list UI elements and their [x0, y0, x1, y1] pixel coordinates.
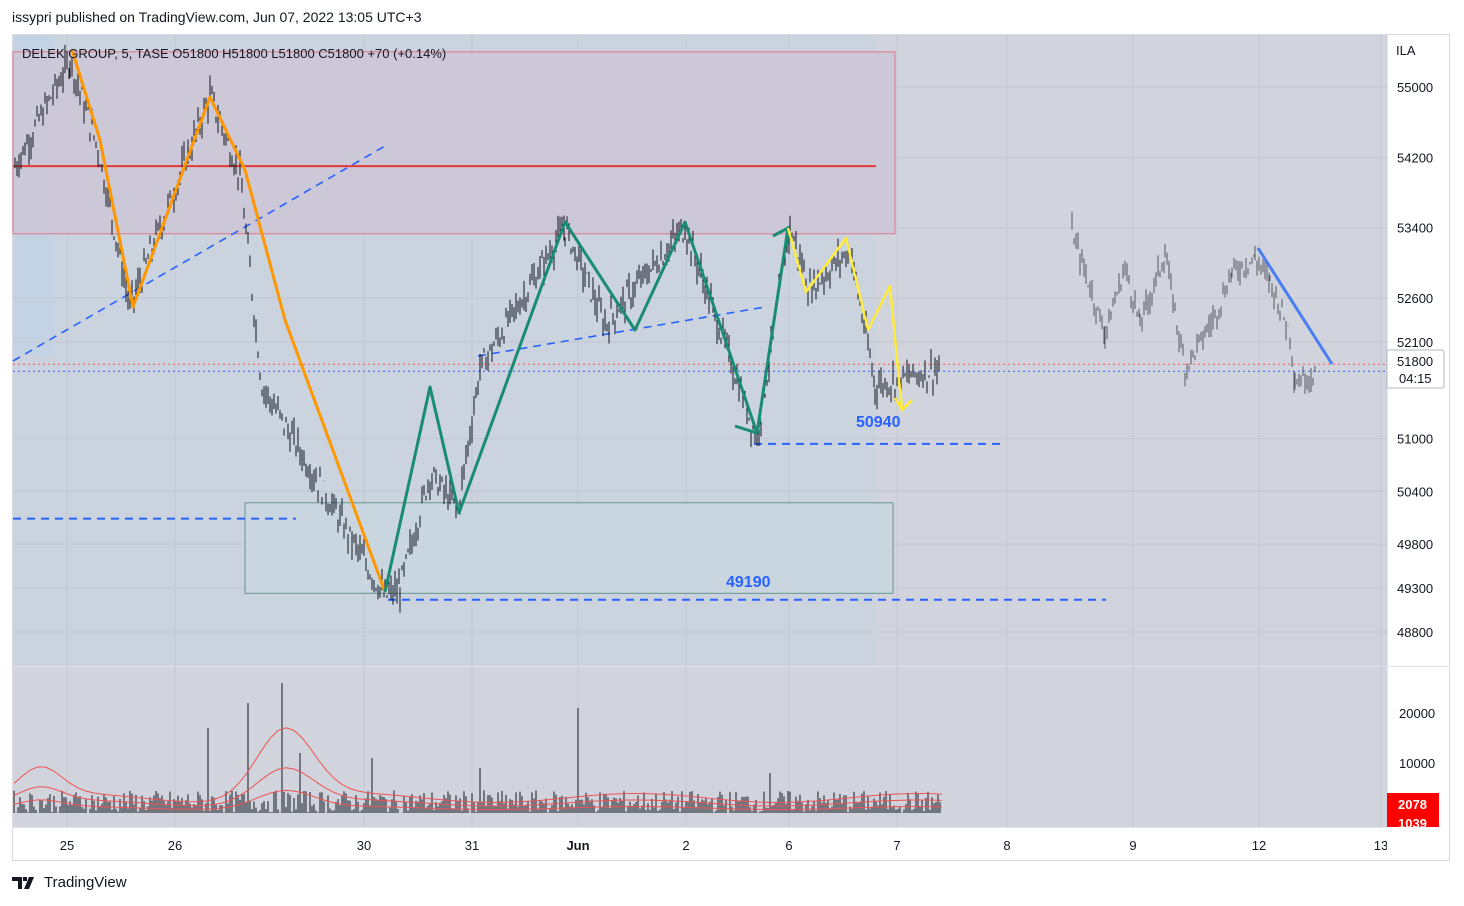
legend-symbol: DELEK GROUP, 5, TASE O51800 H51800 L5180…: [22, 46, 446, 61]
demand-zone: [244, 502, 894, 594]
price-axis-bg: [1387, 35, 1449, 827]
time-axis: 25 26 30 31 Jun 2 6 7 8 9 12 13: [60, 838, 1388, 853]
price-axis: 55000 54200 53400 52600 52100 51000 50400 49800…: [1397, 80, 1433, 640]
volume-axis: 20000 10000: [1399, 706, 1435, 771]
supply-zone: [12, 51, 896, 235]
countdown-label: 04:15: [1399, 371, 1432, 386]
time-tick-3: 31: [465, 838, 479, 853]
time-tick-0: 25: [60, 838, 74, 853]
currency-label: ILA: [1396, 43, 1416, 58]
time-tick-6: 6: [785, 838, 792, 853]
chart-frame: [12, 34, 1450, 861]
volume-ma-2: [13, 767, 943, 807]
volume-tick-1: 10000: [1399, 756, 1435, 771]
volume-ma-3: [13, 789, 943, 810]
price-tick-4: 52100: [1397, 335, 1433, 350]
tradingview-logo-icon: [12, 876, 34, 889]
time-tick-2: 30: [357, 838, 371, 853]
green-arrow-low: [734, 417, 762, 435]
volume-badge-label: 2078: [1398, 797, 1427, 812]
last-price-badge: [1386, 349, 1445, 389]
price-tick-0: 55000: [1397, 80, 1433, 95]
time-tick-10: 12: [1252, 838, 1266, 853]
time-tick-4: Jun: [566, 838, 589, 853]
price-tick-1: 54200: [1397, 150, 1433, 165]
last-price-label: 51800: [1397, 354, 1433, 369]
projected-candles: [1071, 211, 1316, 394]
price-tick-8: 49300: [1397, 581, 1433, 596]
footer: TradingView: [12, 874, 127, 891]
yellow-zigzag: [786, 227, 904, 411]
volume-badge: [1387, 793, 1439, 815]
time-tick-9: 9: [1129, 838, 1136, 853]
time-axis-bg: [13, 827, 1387, 860]
time-tick-7: 7: [893, 838, 900, 853]
time-tick-11: 13: [1374, 838, 1388, 853]
price-tick-6: 50400: [1397, 484, 1433, 499]
green-zigzag: [383, 220, 790, 593]
annotation-49190: 49190: [726, 574, 771, 591]
time-tick-8: 8: [1003, 838, 1010, 853]
yellow-arrow-head: [893, 397, 913, 413]
time-tick-1: 26: [168, 838, 182, 853]
price-tick-7: 49800: [1397, 537, 1433, 552]
price-tick-5: 51000: [1397, 432, 1433, 447]
orange-zigzag: [70, 49, 387, 593]
volume-tick-0: 20000: [1399, 706, 1435, 721]
trend-line-left: [12, 145, 386, 362]
volume-ma-badge: [1387, 815, 1439, 827]
blue-downtrend-line: [1256, 247, 1334, 365]
footer-brand: TradingView: [44, 874, 127, 891]
price-tick-2: 53400: [1397, 221, 1433, 236]
publish-header: issypri published on TradingView.com, Ju…: [12, 9, 422, 25]
volume-ma-1: [13, 727, 943, 803]
price-tick-3: 52600: [1397, 291, 1433, 306]
annotation-50940: 50940: [856, 414, 901, 431]
price-tick-9: 48800: [1397, 625, 1433, 640]
time-tick-5: 2: [682, 838, 689, 853]
